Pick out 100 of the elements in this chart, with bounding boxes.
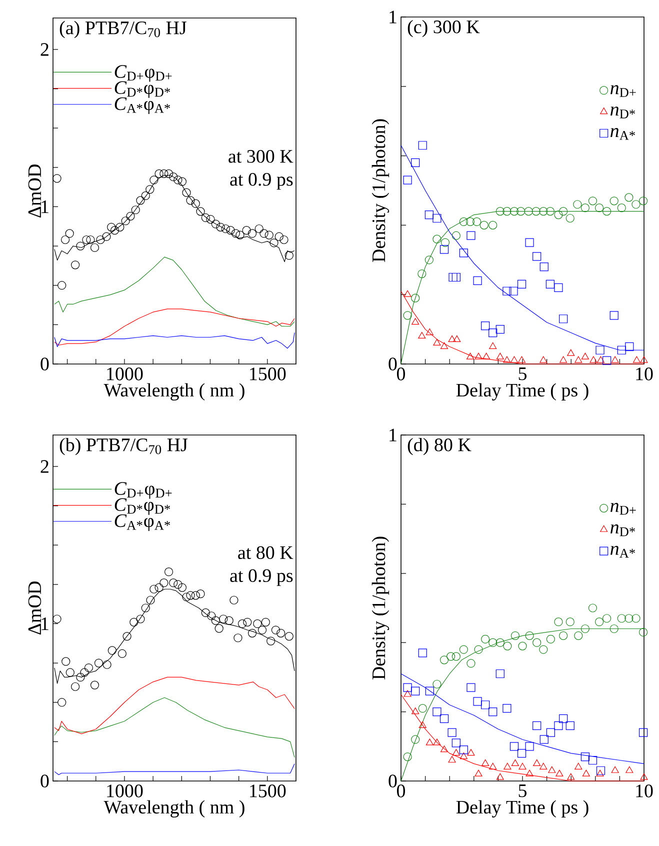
y-tick-label: 0 (40, 358, 49, 370)
point (524, 207, 533, 216)
point (266, 636, 276, 646)
point (525, 742, 534, 751)
point (502, 207, 512, 216)
point (242, 226, 251, 235)
point (539, 645, 548, 654)
point (496, 352, 504, 360)
point (230, 596, 238, 604)
point (426, 328, 434, 336)
point (411, 686, 420, 696)
point (136, 196, 145, 205)
point (540, 762, 548, 770)
point (617, 346, 626, 354)
x-tick-label: 5 (518, 784, 527, 798)
point (169, 578, 178, 588)
point (178, 583, 187, 592)
point (403, 176, 412, 184)
point (546, 280, 555, 288)
point (146, 185, 154, 194)
point (624, 614, 634, 623)
point (540, 356, 548, 363)
point (459, 217, 468, 226)
point (424, 256, 434, 264)
point (150, 584, 158, 594)
legend-label: C$_{D+}$φ$_{D+}$ (114, 65, 172, 82)
point (243, 618, 252, 626)
point (82, 235, 91, 244)
y-tick-label: 0 (40, 774, 49, 788)
x-axis-title: Delay Time ( ps ) (456, 800, 588, 818)
point (280, 235, 288, 244)
legend-label: C$_{A*}$φ$_{A*}$ (114, 514, 170, 531)
point (403, 752, 412, 762)
point (502, 286, 512, 296)
legend-label: C$_{A*}$φ$_{A*}$ (114, 97, 170, 114)
point (191, 591, 200, 600)
point (418, 141, 427, 150)
point (596, 346, 604, 354)
point (511, 759, 519, 766)
point (219, 614, 228, 624)
point (90, 680, 100, 690)
point (566, 214, 574, 223)
point (418, 648, 427, 658)
point (611, 356, 619, 363)
point (590, 356, 598, 363)
point (90, 243, 100, 252)
point (130, 618, 138, 626)
point (231, 229, 240, 238)
point (248, 229, 257, 238)
chart-title: (b) PTB7/C$_{70}$ HJ (60, 438, 188, 456)
point (632, 200, 640, 209)
point (588, 756, 598, 765)
point (182, 592, 191, 602)
point (258, 626, 267, 634)
point (433, 338, 441, 346)
point (253, 619, 262, 628)
point (238, 619, 247, 628)
line-series (54, 256, 295, 327)
point (418, 721, 426, 728)
point (102, 660, 112, 669)
point (452, 738, 460, 748)
point (62, 657, 70, 666)
point (567, 349, 575, 356)
point (76, 672, 85, 682)
point (178, 177, 187, 186)
point (566, 618, 574, 626)
point (196, 590, 205, 598)
point (270, 238, 278, 248)
point (459, 746, 468, 754)
point (539, 207, 548, 216)
point (174, 580, 182, 589)
point (424, 210, 434, 220)
point (146, 596, 155, 604)
point (121, 216, 130, 226)
point (84, 663, 94, 672)
point (574, 762, 582, 770)
chart-title: (c) 300 K (408, 20, 480, 38)
point (559, 631, 568, 640)
point (594, 618, 604, 626)
point (174, 176, 182, 184)
point (201, 608, 210, 618)
point (201, 213, 210, 222)
point (611, 766, 619, 773)
point (596, 356, 605, 363)
point (248, 628, 257, 638)
point (638, 728, 648, 737)
point (236, 230, 244, 240)
point (482, 352, 490, 360)
annotation: at 0.9 ps (230, 569, 293, 586)
point (432, 234, 442, 244)
x-tick-label: 1500 (250, 784, 286, 798)
point (440, 714, 449, 724)
point (94, 658, 104, 668)
point (610, 311, 618, 320)
point (160, 169, 168, 178)
point (440, 746, 448, 752)
point (503, 356, 511, 363)
point (496, 773, 504, 780)
point (489, 762, 497, 770)
point (122, 632, 132, 641)
